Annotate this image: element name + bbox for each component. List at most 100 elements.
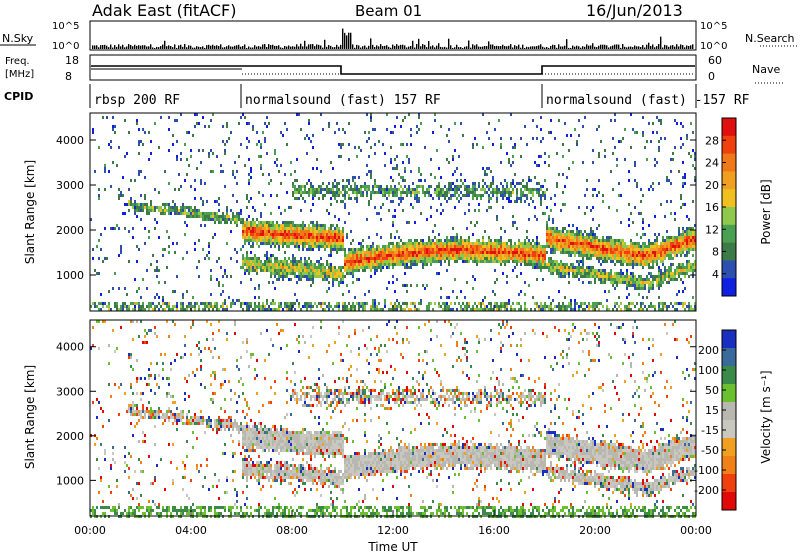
heatmap-cell bbox=[266, 269, 268, 272]
heatmap-cell bbox=[496, 251, 498, 254]
nsky-bar bbox=[450, 45, 452, 49]
heatmap-cell bbox=[508, 191, 510, 194]
heatmap-cell bbox=[288, 239, 290, 242]
heatmap-cell bbox=[578, 251, 580, 254]
heatmap-cell bbox=[392, 131, 394, 134]
heatmap-cell bbox=[368, 260, 370, 263]
heatmap-cell bbox=[602, 254, 604, 257]
heatmap-cell bbox=[306, 242, 308, 245]
heatmap-cell bbox=[600, 245, 602, 248]
heatmap-cell bbox=[260, 305, 262, 308]
heatmap-cell bbox=[490, 260, 492, 263]
heatmap-cell bbox=[460, 122, 462, 125]
heatmap-cell bbox=[364, 257, 366, 260]
heatmap-cell bbox=[570, 251, 572, 254]
heatmap-cell bbox=[372, 245, 374, 248]
heatmap-cell bbox=[682, 266, 684, 269]
heatmap-cell bbox=[554, 266, 556, 269]
nsky-bar bbox=[532, 46, 534, 49]
heatmap-cell bbox=[416, 245, 418, 248]
heatmap-cell bbox=[450, 182, 452, 185]
heatmap-cell bbox=[678, 248, 680, 251]
heatmap-cell bbox=[288, 263, 290, 266]
heatmap-cell bbox=[268, 281, 270, 284]
heatmap-cell bbox=[494, 281, 496, 284]
nsky-bar bbox=[138, 45, 140, 49]
heatmap-cell bbox=[614, 275, 616, 278]
heatmap-cell bbox=[632, 251, 634, 254]
heatmap-cell bbox=[146, 269, 148, 272]
heatmap-cell bbox=[336, 275, 338, 278]
heatmap-cell bbox=[466, 242, 468, 245]
heatmap-cell bbox=[616, 239, 618, 242]
heatmap-cell bbox=[674, 242, 676, 245]
heatmap-cell bbox=[176, 302, 178, 305]
heatmap-cell bbox=[350, 197, 352, 200]
heatmap-cell bbox=[426, 242, 428, 245]
heatmap-cell bbox=[508, 254, 510, 257]
heatmap-cell bbox=[370, 257, 372, 260]
nsky-bar bbox=[212, 44, 214, 49]
heatmap-cell bbox=[436, 185, 438, 188]
heatmap-cell bbox=[210, 305, 212, 308]
heatmap-cell bbox=[272, 272, 274, 275]
nsky-bar bbox=[474, 45, 476, 49]
heatmap-cell bbox=[504, 305, 506, 308]
heatmap-cell bbox=[520, 245, 522, 248]
heatmap-cell bbox=[328, 254, 330, 257]
heatmap-cell bbox=[626, 254, 628, 257]
heatmap-cell bbox=[432, 308, 434, 311]
heatmap-cell bbox=[160, 116, 162, 119]
heatmap-cell bbox=[380, 257, 382, 260]
heatmap-cell bbox=[616, 251, 618, 254]
heatmap-cell bbox=[524, 293, 526, 296]
heatmap-cell bbox=[582, 248, 584, 251]
nsky-bar bbox=[266, 47, 268, 49]
heatmap-cell bbox=[480, 254, 482, 257]
heatmap-cell bbox=[574, 242, 576, 245]
heatmap-cell bbox=[688, 233, 690, 236]
heatmap-cell bbox=[612, 275, 614, 278]
heatmap-cell bbox=[258, 302, 260, 305]
heatmap-cell bbox=[650, 302, 652, 305]
heatmap-cell bbox=[670, 269, 672, 272]
heatmap-cell bbox=[322, 242, 324, 245]
heatmap-cell bbox=[252, 224, 254, 227]
heatmap-cell bbox=[688, 308, 690, 311]
heatmap-cell bbox=[468, 254, 470, 257]
heatmap-cell bbox=[444, 248, 446, 251]
heatmap-cell bbox=[296, 245, 298, 248]
heatmap-cell bbox=[216, 308, 218, 311]
nsky-bar bbox=[354, 47, 356, 49]
heatmap-cell bbox=[308, 272, 310, 275]
heatmap-cell bbox=[670, 254, 672, 257]
heatmap-cell bbox=[636, 131, 638, 134]
heatmap-cell bbox=[188, 305, 190, 308]
heatmap-cell bbox=[464, 212, 466, 215]
nsky-bar bbox=[598, 45, 600, 49]
nsky-bar bbox=[404, 45, 406, 49]
heatmap-cell bbox=[446, 188, 448, 191]
heatmap-cell bbox=[166, 305, 168, 308]
heatmap-cell bbox=[340, 230, 342, 233]
heatmap-cell bbox=[450, 236, 452, 239]
heatmap-cell bbox=[356, 188, 358, 191]
heatmap-cell bbox=[244, 263, 246, 266]
heatmap-cell bbox=[364, 266, 366, 269]
heatmap-cell bbox=[384, 254, 386, 257]
heatmap-cell bbox=[304, 185, 306, 188]
heatmap-cell bbox=[276, 263, 278, 266]
heatmap-cell bbox=[260, 242, 262, 245]
heatmap-cell bbox=[250, 197, 252, 200]
heatmap-cell bbox=[622, 257, 624, 260]
heatmap-cell bbox=[114, 305, 116, 308]
heatmap-cell bbox=[276, 233, 278, 236]
heatmap-cell bbox=[280, 272, 282, 275]
heatmap-cell bbox=[208, 257, 210, 260]
heatmap-cell bbox=[596, 254, 598, 257]
heatmap-cell bbox=[574, 305, 576, 308]
heatmap-cell bbox=[516, 263, 518, 266]
heatmap-cell bbox=[626, 260, 628, 263]
heatmap-cell bbox=[552, 272, 554, 275]
heatmap-cell bbox=[552, 245, 554, 248]
